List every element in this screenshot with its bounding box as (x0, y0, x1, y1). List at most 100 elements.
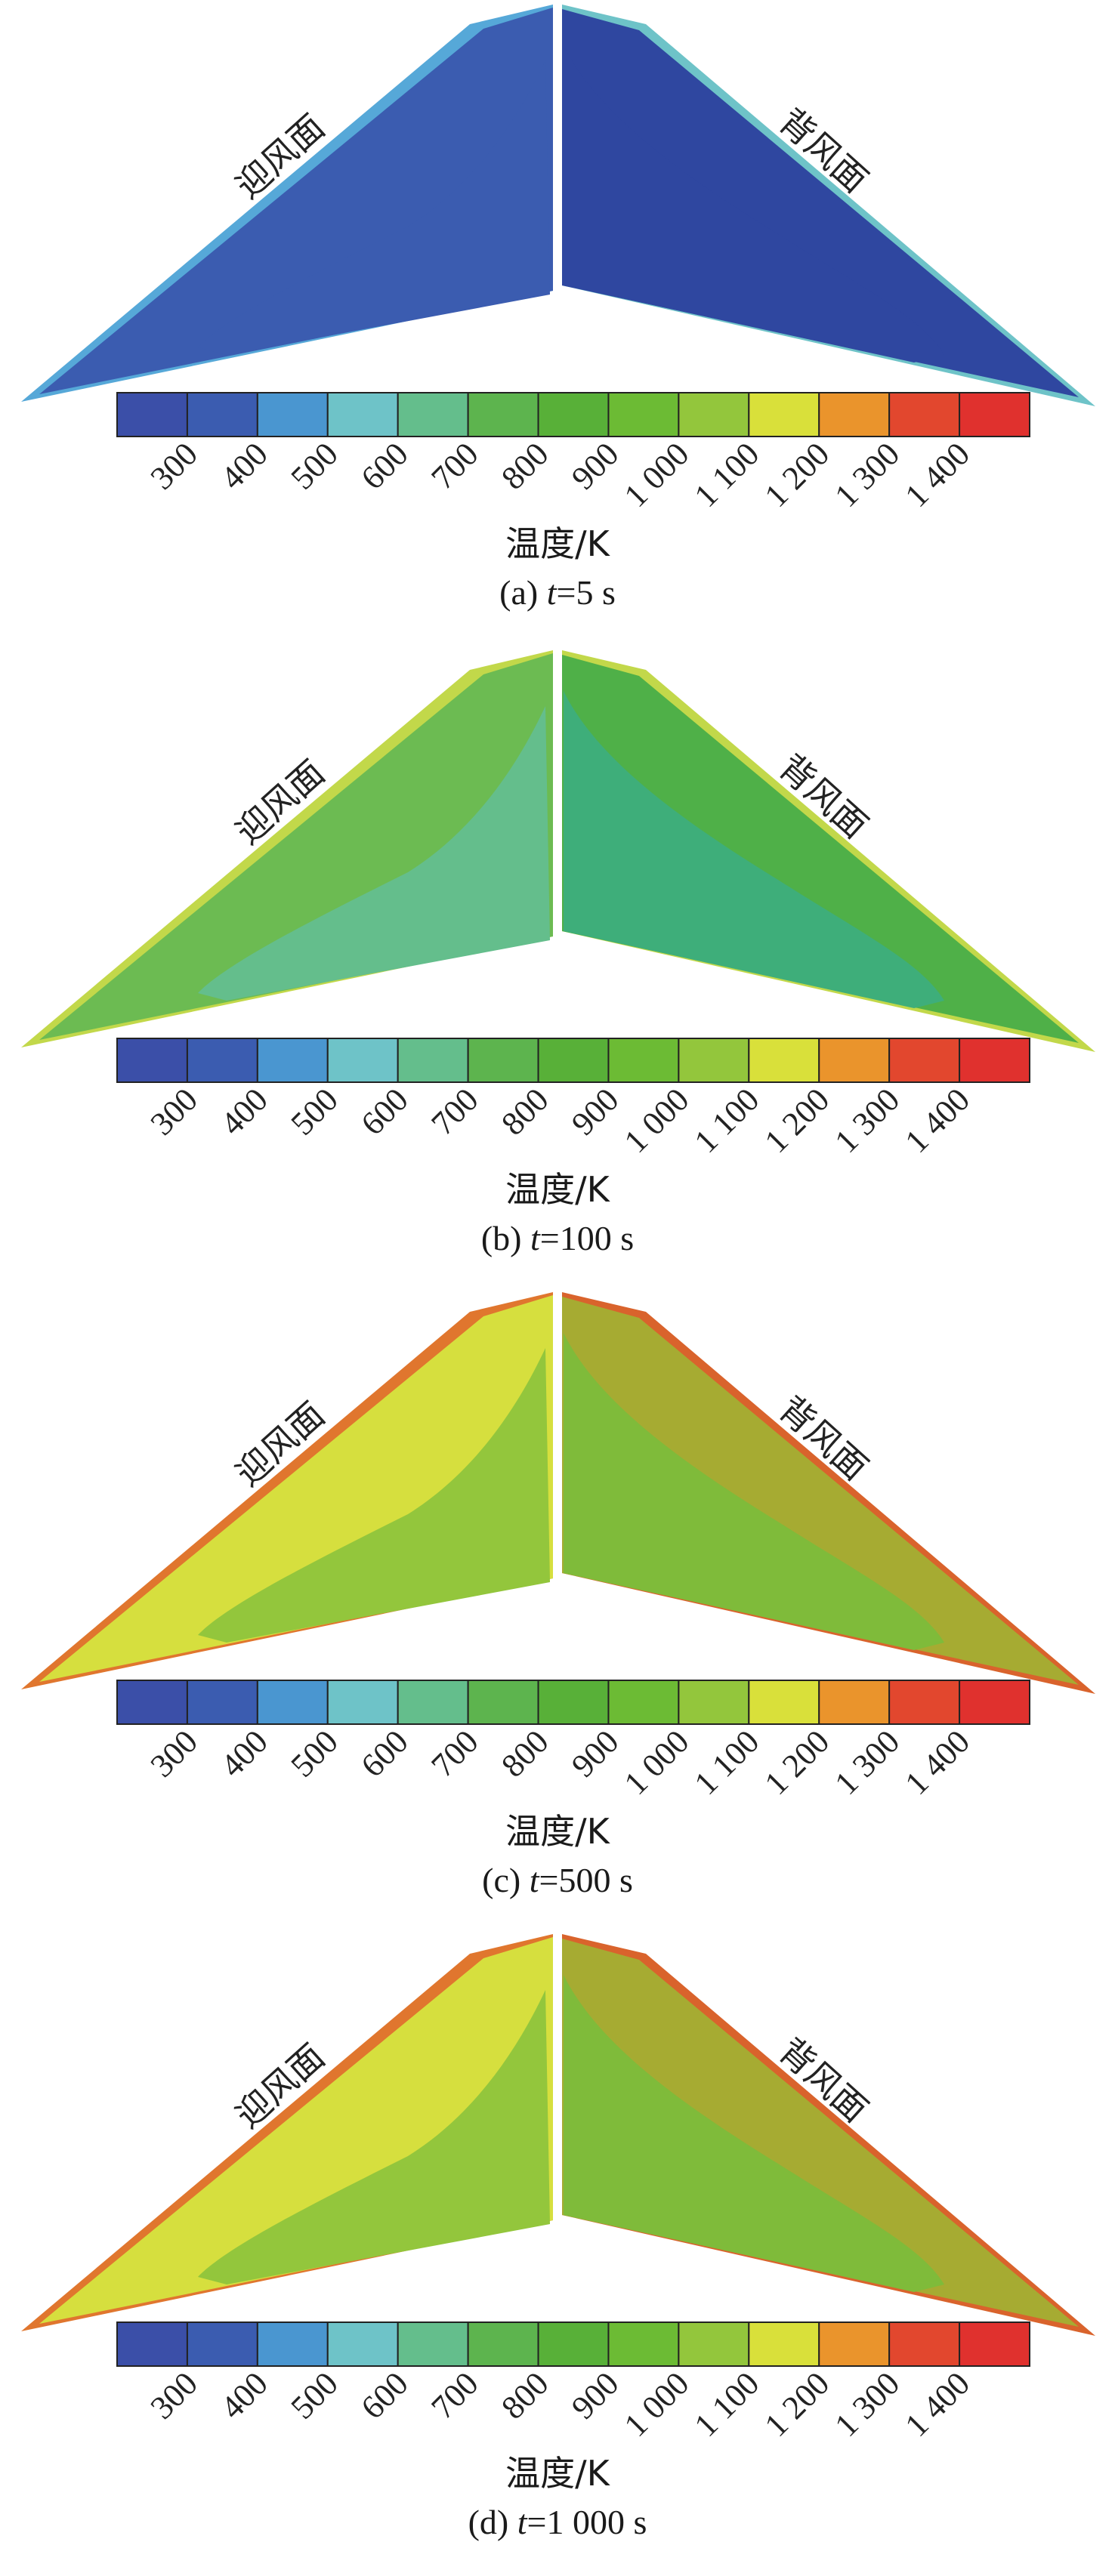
panel-caption: (d) t=1 000 s (0, 2504, 1115, 2541)
colorbar-tick-label: 1 100 (687, 1081, 767, 1160)
colorbar-segment (256, 1680, 329, 1725)
colorbar-tick-label: 1 100 (687, 435, 767, 514)
leeward-inner-region (564, 45, 944, 362)
colorbar-tick-label: 1 300 (828, 435, 907, 514)
colorbar-tick-label: 1 100 (687, 1723, 767, 1802)
colorbar-segment (748, 392, 820, 437)
colorbar-tick-label: 1 200 (758, 1081, 837, 1160)
caption-time-variable: t (517, 2503, 527, 2541)
colorbar-segment (678, 392, 750, 437)
colorbar-tick-label: 500 (284, 1081, 345, 1142)
colorbar-tick-label: 300 (144, 435, 205, 496)
colorbar-tick-label: 1 400 (897, 1723, 977, 1802)
colorbar-segment (326, 392, 399, 437)
colorbar-segment (607, 1038, 680, 1083)
colorbar-segment (256, 1038, 329, 1083)
colorbar-title-text: 温度/K (505, 1169, 610, 1210)
colorbar-tick-label: 800 (494, 2365, 555, 2426)
colorbar-tick-label: 400 (214, 1723, 275, 1784)
windward-surface (21, 5, 553, 402)
colorbar-segment (888, 392, 961, 437)
caption-time-value: =500 s (539, 1861, 633, 1899)
caption-time-variable: t (529, 1861, 539, 1899)
colorbar-segment (959, 2321, 1030, 2367)
leeward-surface (562, 1292, 1095, 1694)
panel-b: 迎风面 背风面 300 400 500 600 700 800 900 1 000 1 100 1 2… (0, 646, 1115, 1291)
colorbar-tick-label: 600 (354, 1081, 415, 1142)
colorbar-segment (748, 1680, 820, 1725)
colorbar-title-text: 温度/K (505, 523, 610, 564)
colorbar-tick-label: 1 400 (897, 1081, 977, 1160)
windward-inner-region (198, 706, 550, 1001)
colorbar-segment (537, 392, 610, 437)
colorbar-tick-label: 400 (214, 435, 275, 496)
colorbar-segment (326, 1680, 399, 1725)
colorbar-segment (748, 2321, 820, 2367)
colorbar-tick-label: 1 300 (828, 1081, 907, 1160)
leeward-inner-region (564, 691, 944, 1008)
colorbar-segment (818, 1038, 891, 1083)
colorbar-segment (888, 1038, 961, 1083)
colorbar-segment (397, 1038, 469, 1083)
colorbar-segment (537, 1038, 610, 1083)
leeward-surface (562, 1934, 1095, 2336)
colorbar-tick-label: 700 (424, 435, 485, 496)
colorbar-tick-label: 1 000 (617, 1723, 696, 1802)
colorbar-tick-label: 600 (354, 2365, 415, 2426)
windward-surface (21, 650, 553, 1047)
colorbar-segment (467, 2321, 539, 2367)
colorbar-tick-label: 500 (284, 2365, 345, 2426)
windward-surface (21, 1292, 553, 1689)
colorbar-segment (326, 2321, 399, 2367)
colorbar-segment (678, 1680, 750, 1725)
colorbar-tick-label: 1 000 (617, 2365, 696, 2444)
caption-time-variable: t (546, 573, 557, 612)
leeward-surface (562, 650, 1095, 1052)
colorbar-tick-label: 300 (144, 2365, 205, 2426)
colorbar-segment (678, 2321, 750, 2367)
caption-time-value: =100 s (539, 1219, 635, 1257)
colorbar-segment (818, 2321, 891, 2367)
colorbar-segment (116, 1038, 188, 1083)
caption-prefix: (a) (499, 573, 547, 612)
colorbar-tick-label: 300 (144, 1081, 205, 1142)
colorbar-title: 温度/K (0, 1171, 1115, 1209)
colorbar-tick-label: 1 300 (828, 1723, 907, 1802)
colorbar-segment (537, 2321, 610, 2367)
colorbar-tick-label: 700 (424, 1723, 485, 1784)
colorbar-segment (959, 392, 1030, 437)
colorbar-tick-label: 800 (494, 435, 555, 496)
colorbar-tick-label: 300 (144, 1723, 205, 1784)
panel-c: 迎风面 背风面 300 400 500 600 700 800 900 1 000 1 100 1 2… (0, 1288, 1115, 1933)
colorbar-tick-label: 1 200 (758, 1723, 837, 1802)
colorbar-segment (607, 1680, 680, 1725)
colorbar-segment (467, 392, 539, 437)
colorbar-title: 温度/K (0, 525, 1115, 563)
colorbar-tick-label: 1 100 (687, 2365, 767, 2444)
colorbar-tick-label: 400 (214, 1081, 275, 1142)
colorbar-segment (397, 1680, 469, 1725)
leeward-inner-region (564, 1333, 944, 1650)
colorbar-tick-label: 1 000 (617, 435, 696, 514)
colorbar-tick-label: 1 400 (897, 2365, 977, 2444)
colorbar-tick-label: 700 (424, 1081, 485, 1142)
colorbar-segment (116, 392, 188, 437)
colorbar-segment (959, 1038, 1030, 1083)
colorbar-segment (467, 1038, 539, 1083)
panel-d: 迎风面 背风面 300 400 500 600 700 800 900 1 000 1 100 1 2… (0, 1930, 1115, 2575)
colorbar-segment (678, 1038, 750, 1083)
colorbar-tick-label: 500 (284, 435, 345, 496)
colorbar-title-text: 温度/K (505, 1811, 610, 1852)
colorbar-segment (116, 2321, 188, 2367)
caption-time-variable: t (530, 1219, 540, 1257)
colorbar-title-text: 温度/K (505, 2453, 610, 2494)
leeward-inner-region (564, 1975, 944, 2292)
colorbar-segment (186, 1680, 258, 1725)
colorbar-segment (888, 2321, 961, 2367)
panel-a: 迎风面 背风面 300 400 500 600 700 800 900 1 000 1 100 1 2… (0, 0, 1115, 646)
